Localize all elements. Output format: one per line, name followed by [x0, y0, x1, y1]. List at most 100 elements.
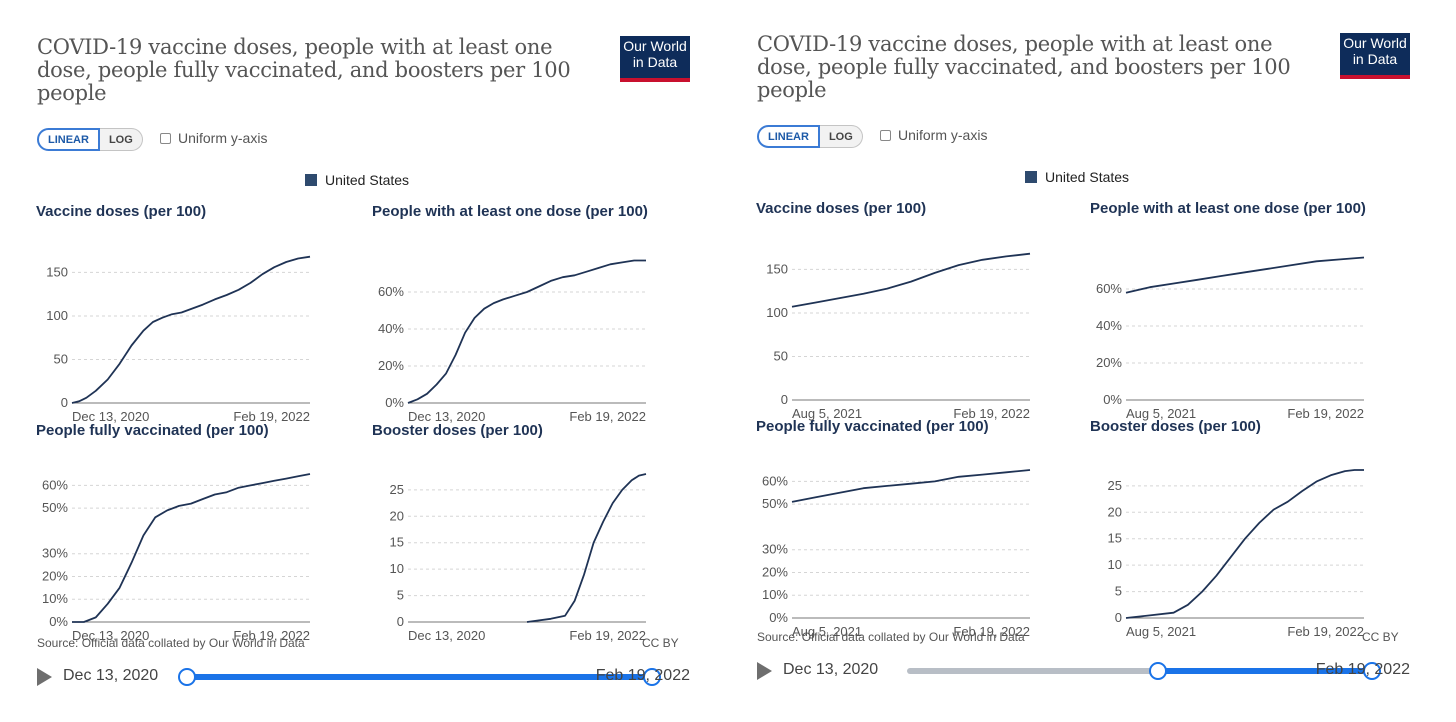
owid-logo[interactable]: Our World in Data: [620, 36, 690, 82]
subchart-title: Vaccine doses (per 100): [36, 203, 207, 220]
y-tick-label: 100: [46, 308, 68, 323]
legend-swatch: [305, 174, 317, 186]
chart-svg: 0 50 100 150 Aug 5, 2021 Feb 19, 2022: [766, 252, 1031, 421]
legend-label: United States: [325, 172, 410, 188]
timeline: Dec 13, 2020 Feb 19, 2022: [37, 664, 697, 694]
y-tick-label: 10%: [42, 591, 68, 606]
y-tick-label: 25: [390, 482, 404, 497]
linear-button[interactable]: LINEAR: [757, 125, 820, 148]
y-tick-label: 10: [1108, 557, 1122, 572]
logo-line-2: in Data: [1352, 51, 1398, 67]
x-tick-label-end: Feb 19, 2022: [1287, 406, 1364, 421]
y-tick-label: 0%: [385, 395, 404, 410]
chart-svg: 0% 20% 40% 60% Dec 13, 2020 Feb 19, 2022: [378, 259, 646, 424]
x-tick-label-end: Feb 19, 2022: [569, 409, 646, 424]
owid-logo[interactable]: Our World in Data: [1340, 33, 1410, 79]
y-tick-label: 15: [390, 535, 404, 550]
y-tick-label: 50%: [42, 500, 68, 515]
y-tick-label: 30%: [42, 546, 68, 561]
subchart-one-dose: People with at least one dose (per 100) …: [1054, 200, 1384, 422]
x-tick-label-end: Feb 19, 2022: [953, 406, 1030, 421]
chart-panel-left: COVID-19 vaccine doses, people with at l…: [0, 18, 702, 708]
y-tick-label: 60%: [1096, 281, 1122, 296]
checkbox-icon[interactable]: [880, 129, 891, 141]
x-tick-label-start: Aug 5, 2021: [1126, 624, 1196, 639]
y-tick-label: 5: [1115, 584, 1122, 599]
chart-svg: 0 5 10 15 20 25 Dec 13, 2020 Feb 19, 2022: [390, 473, 647, 643]
subchart-one-dose: People with at least one dose (per 100) …: [336, 203, 666, 425]
linear-button[interactable]: LINEAR: [37, 128, 100, 151]
y-tick-label: 5: [397, 588, 404, 603]
timeline-start-handle[interactable]: [1149, 662, 1168, 680]
license-link[interactable]: CC BY: [1362, 630, 1399, 644]
y-tick-label: 150: [46, 264, 68, 279]
y-tick-label: 0: [1115, 610, 1122, 625]
x-tick-label-start: Aug 5, 2021: [1126, 406, 1196, 421]
license-link[interactable]: CC BY: [642, 636, 679, 650]
subchart-vaccine-doses: Vaccine doses (per 100) 0 50 100 150 Dec 13,…: [0, 203, 330, 425]
timeline-track[interactable]: [907, 668, 1372, 674]
play-icon[interactable]: [37, 668, 52, 686]
legend: United States: [305, 172, 409, 188]
subchart-title: Booster doses (per 100): [372, 422, 543, 439]
y-tick-label: 150: [766, 261, 788, 276]
y-tick-label: 20%: [378, 358, 404, 373]
uniform-y-axis-option[interactable]: Uniform y-axis: [880, 127, 987, 143]
y-tick-label: 50: [774, 348, 788, 363]
x-tick-label-start: Dec 13, 2020: [408, 409, 485, 424]
y-tick-label: 0%: [769, 610, 788, 625]
scale-toggle: LINEAR LOG: [37, 128, 143, 151]
logo-line-2: in Data: [632, 54, 678, 70]
timeline-end-label: Feb 19, 2022: [1315, 661, 1410, 678]
timeline-selection: [187, 674, 652, 680]
x-tick-label-start: Dec 13, 2020: [408, 628, 485, 643]
series-line-united-states: [1125, 256, 1365, 294]
timeline: Dec 13, 2020 Feb 19, 2022: [757, 658, 1417, 688]
x-tick-label-end: Feb 19, 2022: [569, 628, 646, 643]
y-tick-label: 0: [61, 395, 68, 410]
y-tick-label: 15: [1108, 531, 1122, 546]
y-tick-label: 10%: [762, 587, 788, 602]
y-tick-label: 25: [1108, 478, 1122, 493]
y-tick-label: 50: [54, 351, 68, 366]
scale-toggle: LINEAR LOG: [757, 125, 863, 148]
chart-svg: 0% 10% 20% 30% 50% 60% Dec 13, 2020 Feb 19, 202…: [42, 473, 311, 643]
y-tick-label: 50%: [762, 496, 788, 511]
subchart-title: People with at least one dose (per 100): [372, 203, 648, 220]
timeline-start-handle[interactable]: [178, 668, 196, 686]
y-tick-label: 20%: [762, 564, 788, 579]
y-tick-label: 40%: [378, 321, 404, 336]
series-line-united-states: [72, 473, 311, 623]
x-tick-label-end: Feb 19, 2022: [233, 628, 310, 643]
subchart-booster-doses: Booster doses (per 100) 0 5 10 15 20 25 Dec 13…: [336, 422, 666, 644]
subchart-fully-vaccinated: People fully vaccinated (per 100) 0% 10% 2…: [720, 418, 1050, 640]
y-tick-label: 20: [390, 508, 404, 523]
uniform-y-axis-option[interactable]: Uniform y-axis: [160, 130, 267, 146]
series-line-united-states: [71, 255, 311, 404]
legend-swatch: [1025, 171, 1037, 183]
play-icon[interactable]: [757, 662, 772, 680]
x-tick-label-start: Aug 5, 2021: [792, 406, 862, 421]
series-line-united-states: [407, 259, 646, 404]
y-tick-label: 30%: [762, 542, 788, 557]
legend-label: United States: [1045, 169, 1130, 185]
subchart-vaccine-doses: Vaccine doses (per 100) 0 50 100 150 Aug 5, …: [720, 200, 1050, 422]
logo-line-1: Our World: [1343, 35, 1407, 51]
uniform-y-axis-label: Uniform y-axis: [898, 127, 988, 143]
series-line-united-states: [791, 469, 1031, 503]
x-tick-label-start: Dec 13, 2020: [72, 628, 149, 643]
timeline-end-handle[interactable]: [643, 668, 661, 686]
checkbox-icon[interactable]: [160, 132, 171, 144]
log-button[interactable]: LOG: [819, 125, 863, 148]
y-tick-label: 20%: [1096, 355, 1122, 370]
y-tick-label: 10: [390, 561, 404, 576]
log-button[interactable]: LOG: [99, 128, 143, 151]
y-tick-label: 60%: [378, 284, 404, 299]
y-tick-label: 0: [781, 392, 788, 407]
y-tick-label: 60%: [42, 477, 68, 492]
timeline-selection: [1158, 668, 1372, 674]
x-tick-label-end: Feb 19, 2022: [233, 409, 310, 424]
y-tick-label: 0%: [49, 614, 68, 629]
timeline-end-handle[interactable]: [1363, 662, 1381, 680]
timeline-start-label: Dec 13, 2020: [783, 661, 879, 678]
